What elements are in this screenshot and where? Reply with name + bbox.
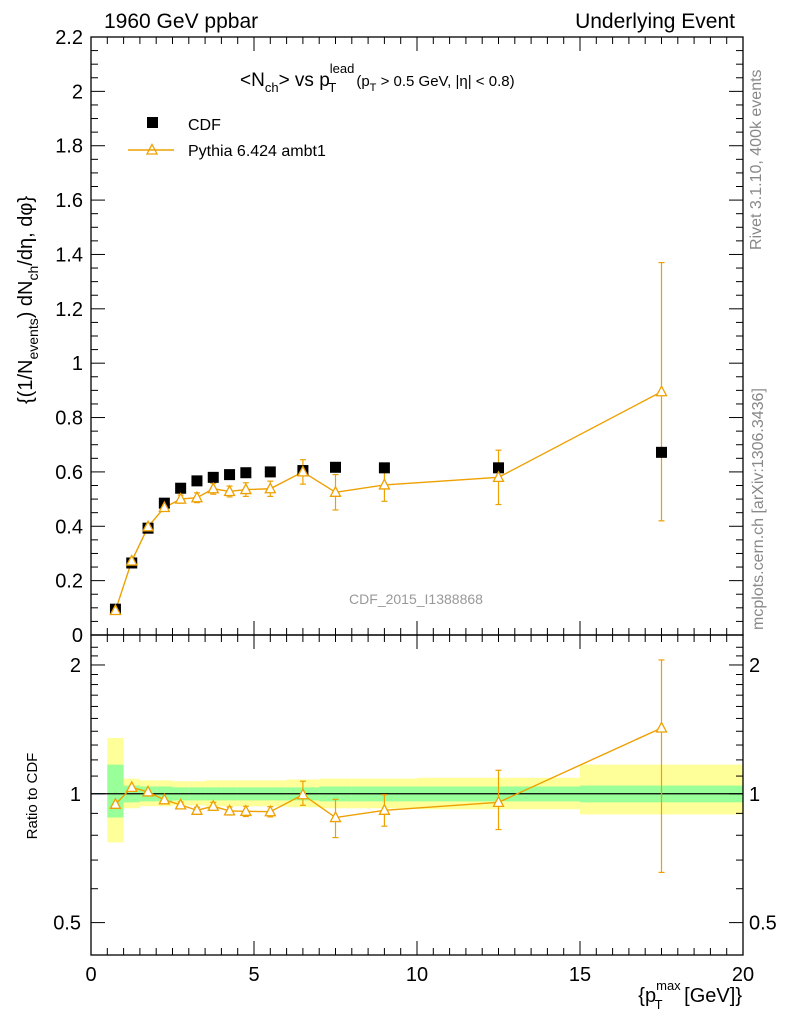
- y-tick-label: 1.4: [55, 244, 83, 266]
- pythia-point: [141, 519, 155, 532]
- pythia-point: [264, 481, 277, 494]
- cdf-point: [493, 462, 504, 474]
- y-tick-label: 1: [72, 353, 83, 375]
- x-tick-label: 5: [248, 964, 259, 986]
- pythia-point: [239, 482, 252, 495]
- ratio-pythia-point: [141, 785, 155, 797]
- header-right: Underlying Event: [575, 10, 735, 33]
- ratio-y-tick-label-right: 0.5: [749, 913, 777, 935]
- cdf-point: [224, 469, 236, 481]
- analysis-watermark: CDF_2015_I1388868: [349, 591, 483, 607]
- main-title: <Nch> vs plead T (pT > 0.5 GeV, |η| < 0.8): [240, 61, 515, 95]
- legend: CDF Pythia 6.424 ambt1: [128, 117, 326, 160]
- ratio-y-tick-label-right: 1: [749, 784, 760, 806]
- x-axis-label: {pmax T [GeV]}: [638, 978, 742, 1012]
- cdf-point: [191, 475, 203, 487]
- y-tick-label: 1.8: [55, 136, 83, 158]
- y-tick-label: 2: [72, 81, 83, 103]
- ratio-band-inner: [107, 764, 124, 818]
- ratio-pythia-point: [174, 797, 187, 810]
- ratio-pythia-point: [109, 797, 122, 809]
- ratio-y-tick-label: 2: [70, 655, 81, 677]
- pythia-point: [109, 603, 122, 616]
- pythia-point: [158, 500, 171, 513]
- ratio-pythia-point: [190, 803, 204, 815]
- legend-cdf-marker: [147, 117, 158, 128]
- rivet-label: Rivet 3.1.10, 400k events: [748, 69, 765, 250]
- y-tick-label: 1.6: [55, 190, 83, 212]
- y-tick-label: 0.8: [55, 408, 83, 430]
- pythia-point: [223, 484, 236, 497]
- y-tick-label: 2.2: [55, 27, 83, 49]
- cdf-point: [656, 446, 667, 458]
- pythia-point: [125, 554, 138, 566]
- ratio-pythia-point: [239, 804, 252, 816]
- pythia-point: [378, 478, 391, 490]
- y-tick-label: 0.6: [55, 462, 83, 484]
- mcplots-label: mcplots.cern.ch [arXiv:1306.3436]: [750, 388, 767, 630]
- ratio-pythia-point: [378, 803, 391, 815]
- ratio-pythia-point: [264, 804, 277, 817]
- y-tick-label: 1.2: [55, 299, 83, 321]
- pythia-point: [207, 481, 220, 494]
- x-tick-label: 15: [569, 964, 591, 986]
- cdf-point: [207, 471, 219, 483]
- ratio-pythia-point: [492, 795, 505, 807]
- pythia-point: [174, 492, 187, 504]
- ratio-pythia-point: [125, 780, 138, 793]
- ratio-pythia-point: [655, 721, 668, 733]
- ratio-y-tick-label-right: 2: [749, 655, 760, 677]
- cdf-point: [378, 462, 390, 474]
- x-tick-label: 0: [85, 964, 96, 986]
- pythia-point: [655, 384, 668, 397]
- main-plot-area: 0 0.2 0.4 0.6 0.8 1 1.2 1.4 1.6 1.8 2 2.2: [55, 27, 744, 647]
- pythia-point: [492, 470, 505, 482]
- legend-pythia-label: Pythia 6.424 ambt1: [188, 143, 326, 160]
- cdf-point: [240, 467, 252, 479]
- pythia-point: [190, 490, 204, 503]
- cdf-point: [330, 461, 341, 473]
- legend-pythia-marker: [145, 143, 159, 155]
- ratio-pythia-point: [223, 804, 236, 816]
- ratio-y-tick-label: 0.5: [53, 913, 81, 935]
- x-tick-label: 10: [406, 964, 428, 986]
- ratio-y-tick-label: 1: [70, 784, 81, 806]
- ratio-pythia-point: [158, 792, 171, 805]
- header-left: 1960 GeV ppbar: [104, 10, 258, 33]
- y-tick-label: 0.2: [55, 571, 83, 593]
- ratio-pythia-point: [296, 787, 309, 800]
- x-tick-label: 20: [732, 964, 754, 986]
- cdf-point: [264, 466, 276, 478]
- y-tick-label: 0.4: [55, 516, 83, 538]
- pythia-point: [329, 485, 342, 497]
- ratio-pythia-point: [329, 810, 342, 823]
- ratio-ylabel: Ratio to CDF: [24, 753, 41, 840]
- legend-cdf-label: CDF: [188, 117, 221, 134]
- main-ylabel: {(1/Nevents) dNch/dη, dφ}: [15, 196, 41, 404]
- cdf-point: [175, 482, 187, 494]
- y-tick-label: 0: [72, 625, 83, 647]
- ratio-plot-area: 0 5 10 15 20 0.5 0.5 1 1 2 2: [53, 634, 777, 986]
- pythia-point: [296, 465, 309, 477]
- ratio-pythia-point: [207, 799, 220, 811]
